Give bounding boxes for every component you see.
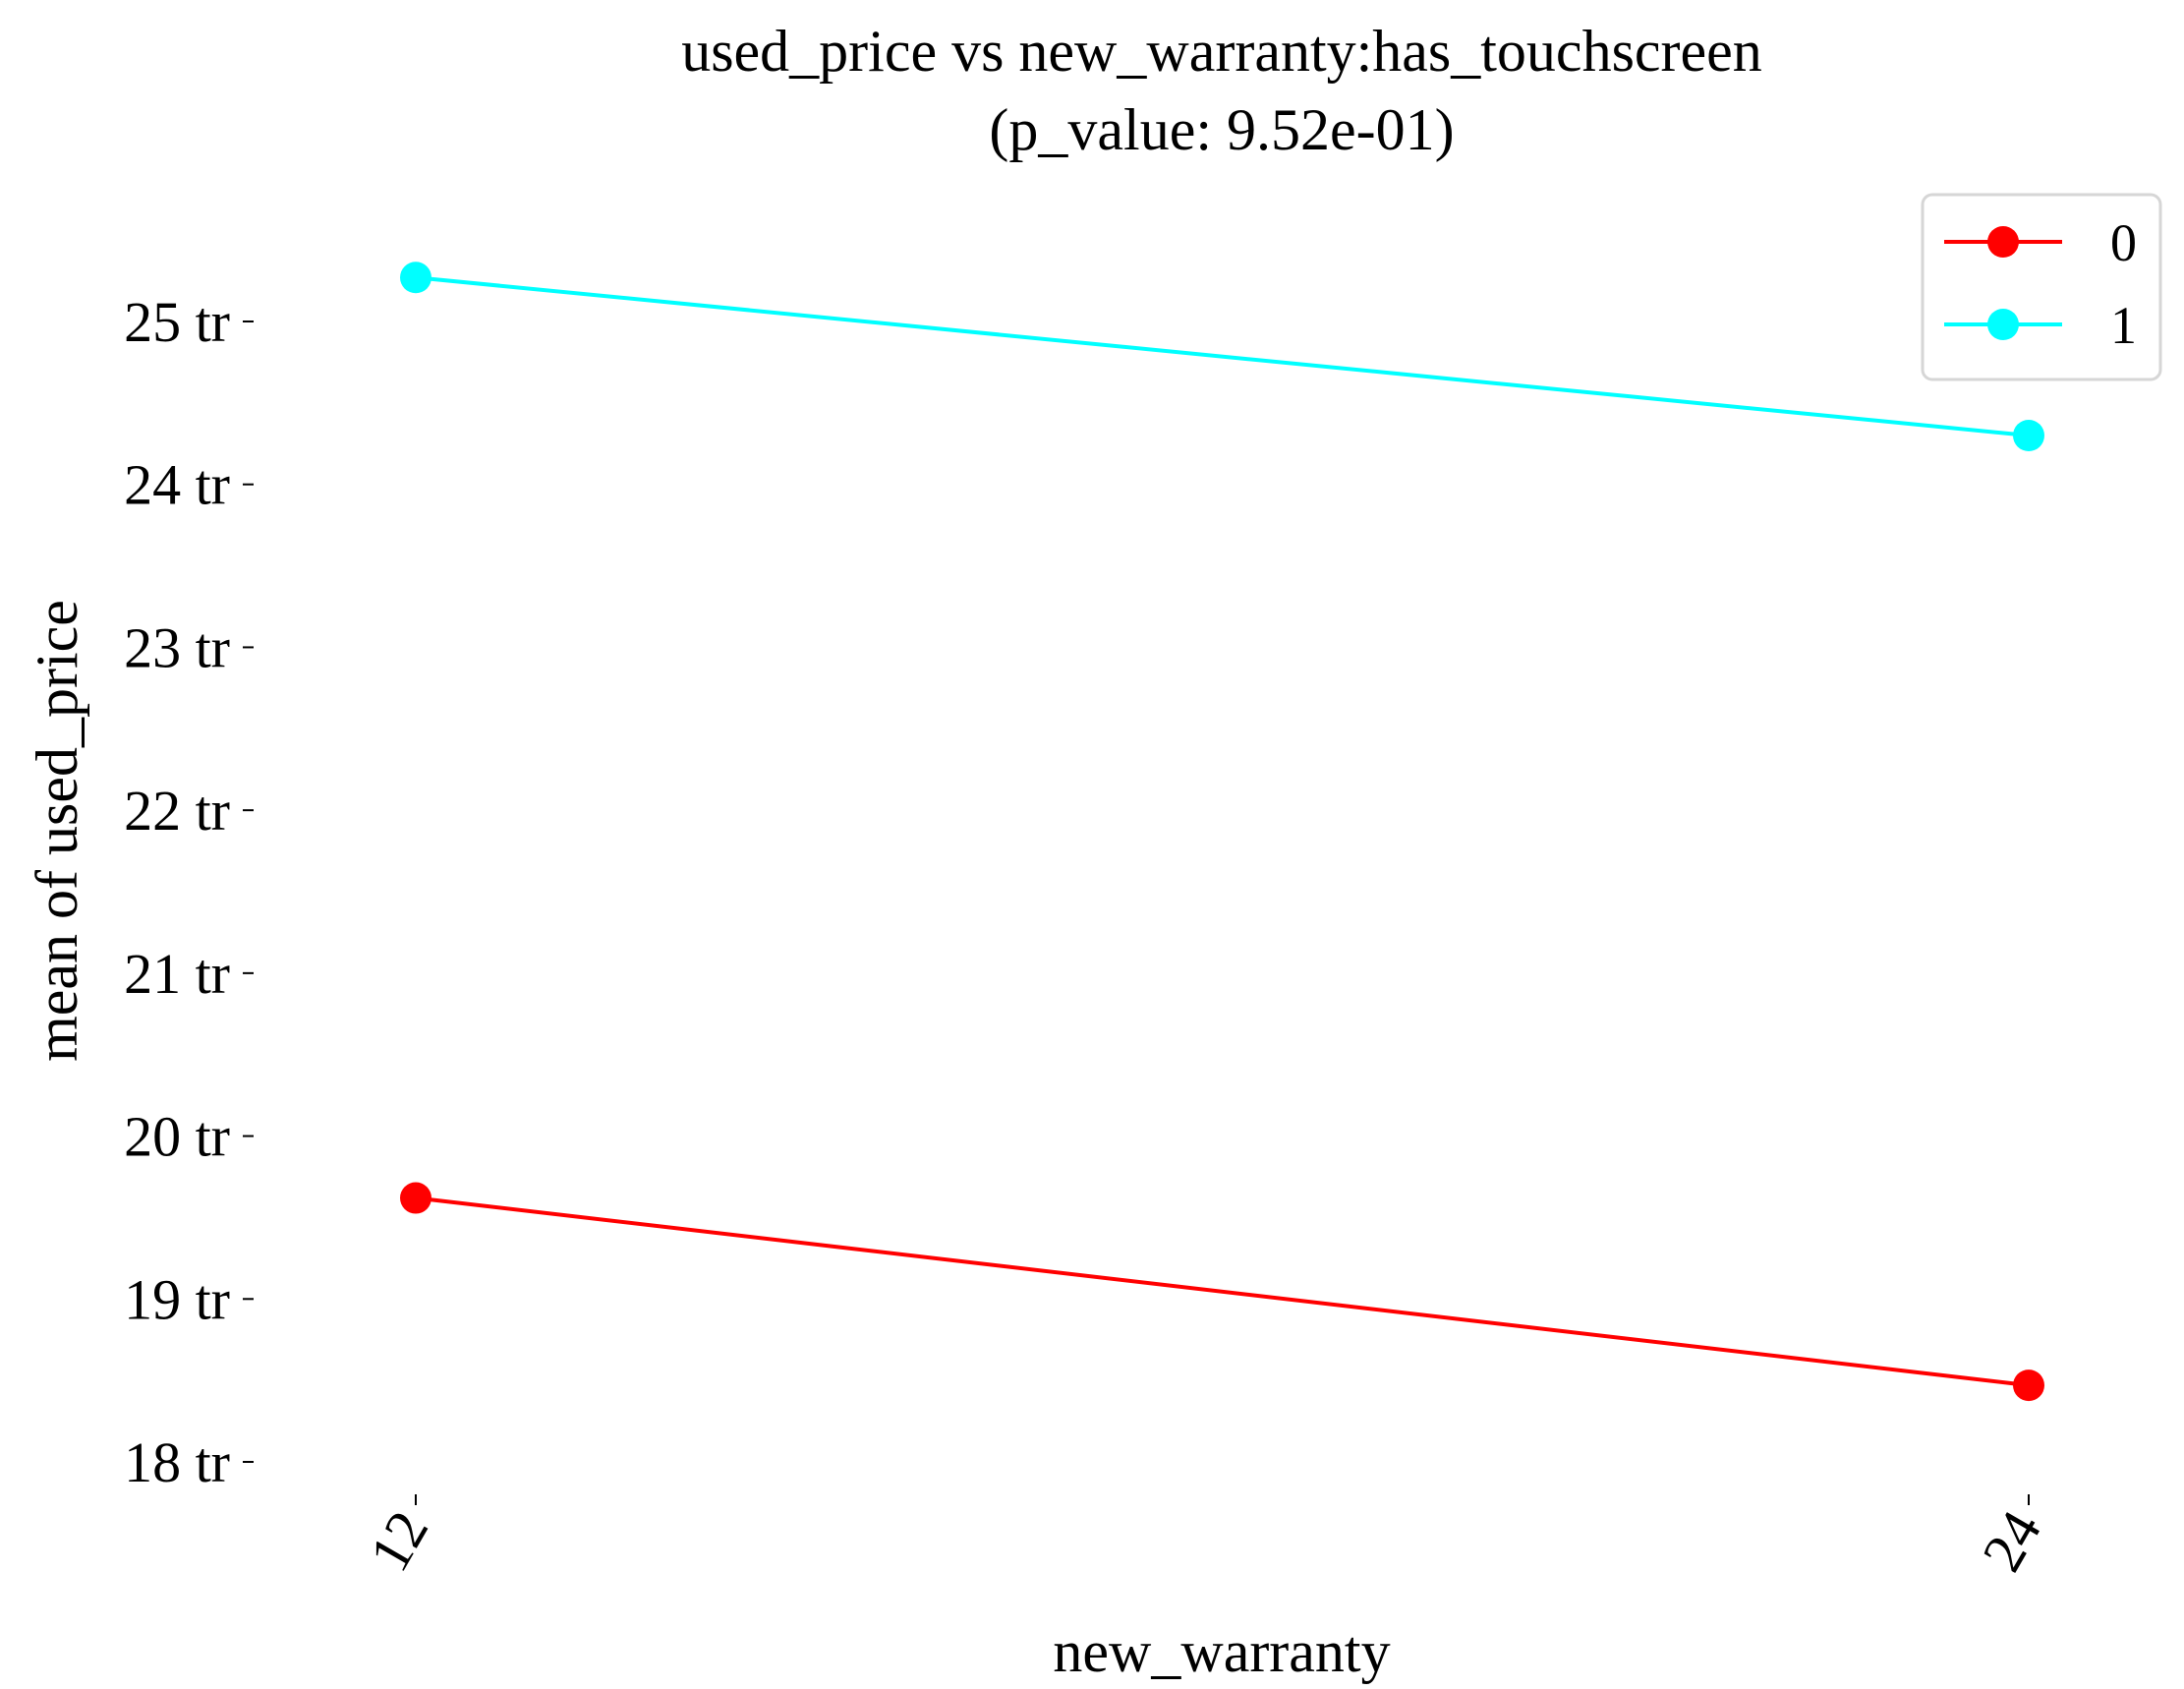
data-point (400, 262, 431, 294)
chart-subtitle: (p_value: 9.52e-01) (989, 97, 1454, 162)
legend-swatch-marker (1987, 309, 2019, 340)
data-point (2013, 1369, 2044, 1402)
legend-swatch-marker (1987, 226, 2019, 258)
data-point (400, 1182, 431, 1214)
y-axis: 18 tr 19 tr 20 tr 21 tr 22 tr 23 tr 24 tr 25 tr (124, 290, 254, 1494)
y-tick-label: 20 tr (124, 1105, 230, 1169)
legend-label: 1 (2110, 296, 2137, 355)
y-tick-label: 18 tr (124, 1430, 230, 1494)
series-line-1 (415, 275, 2030, 437)
y-tick-label: 21 tr (124, 942, 230, 1006)
legend-label: 0 (2110, 213, 2137, 272)
y-tick-label: 24 tr (124, 453, 230, 517)
x-axis-label: new_warranty (1053, 1619, 1390, 1684)
y-axis-label: mean of used_price (25, 600, 89, 1062)
plot-series (400, 262, 2044, 1402)
data-point (2013, 420, 2044, 451)
y-tick-label: 23 tr (124, 615, 230, 679)
y-tick-label: 19 tr (124, 1267, 230, 1331)
legend: 01 (1921, 193, 2162, 381)
chart-title: used_price vs new_warranty:has_touchscre… (681, 19, 1762, 84)
series-line-0 (415, 1195, 2030, 1388)
y-tick-label: 22 tr (124, 779, 230, 843)
y-tick-label: 25 tr (124, 290, 230, 354)
